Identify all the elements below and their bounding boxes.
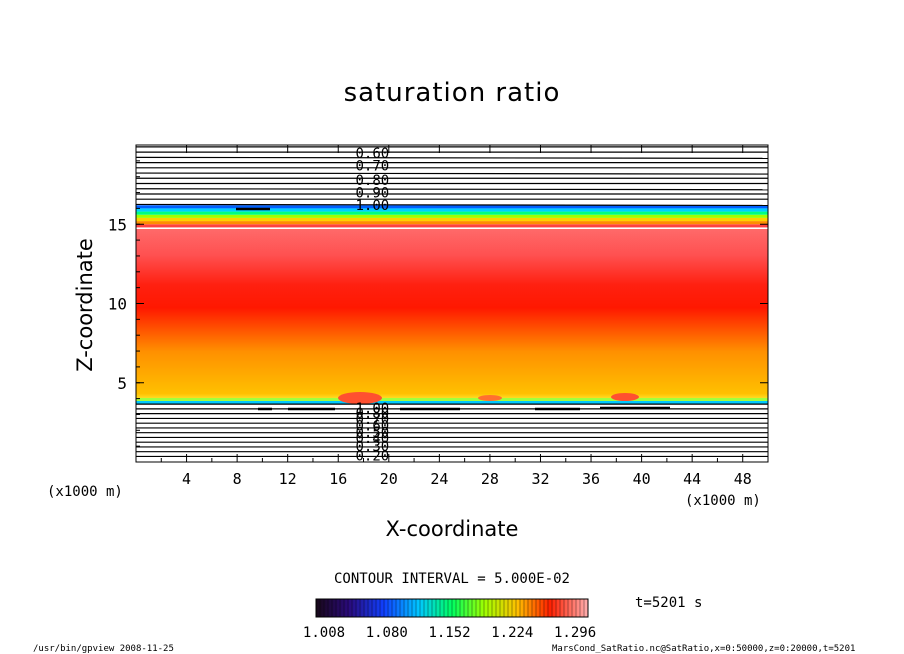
- upper-contour-label-1: 0.70: [356, 159, 390, 175]
- colorbar-label-2: 1.152: [428, 625, 470, 641]
- upper-band-1: [136, 221, 768, 225]
- lower-transition-green: [136, 398, 768, 401]
- upper-band-6: [136, 205, 768, 209]
- upper-band-3: [136, 214, 768, 218]
- lower-transition-cyan: [136, 401, 768, 404]
- x-tick-label-3: 16: [329, 470, 347, 488]
- colorbar-label-0: 1.008: [303, 625, 345, 641]
- x-tick-label-5: 24: [430, 470, 448, 488]
- y-axis: 5 10 15: [108, 160, 768, 447]
- upper-contour-lines: [136, 146, 768, 207]
- upper-band-5: [136, 208, 768, 212]
- upper-contour-3: [136, 188, 768, 191]
- upper-contour-0: [136, 203, 768, 207]
- upper-contour-label-0: 0.60: [356, 146, 390, 162]
- x-axis: 4 8 12 16 20 24 28 32 36 40 44 48: [160, 145, 752, 488]
- x-tick-label-7: 32: [531, 470, 549, 488]
- y-unit-label: (x1000 m): [47, 484, 123, 500]
- upper-contour-label-3: 0.90: [356, 186, 390, 202]
- upper-band-0: [136, 224, 768, 228]
- upper-contour-9: [136, 156, 768, 159]
- lower-contour-lines: [136, 403, 768, 458]
- time-label: t=5201 s: [635, 595, 702, 611]
- footer-left: /usr/bin/gpview 2008-11-25: [33, 644, 174, 654]
- colorbar-label-3: 1.224: [491, 625, 533, 641]
- upper-band-2: [136, 217, 768, 222]
- x-tick-label-6: 28: [481, 470, 499, 488]
- colorbar-label-1: 1.080: [366, 625, 408, 641]
- upper-contour-6: [136, 172, 768, 175]
- x-tick-label-4: 20: [380, 470, 398, 488]
- x-tick-label-2: 12: [279, 470, 297, 488]
- x-tick-label-9: 40: [633, 470, 651, 488]
- x-tick-label-8: 36: [582, 470, 600, 488]
- lower-contour-label-2: 0.70: [356, 412, 390, 428]
- y-tick-label-1: 10: [108, 295, 127, 314]
- x-tick-label-0: 4: [182, 470, 191, 488]
- upper-contour-label-2: 0.80: [356, 173, 390, 189]
- upper-contour-label-4: 1.00: [356, 198, 390, 214]
- bump-left: [338, 392, 382, 404]
- contour-blobs: [236, 207, 670, 411]
- lower-contour-label-3: 0.60: [356, 419, 390, 435]
- bump-middle: [478, 395, 502, 401]
- lower-contour-label-6: 0.30: [356, 439, 390, 455]
- x-axis-label: X-coordinate: [386, 517, 519, 541]
- x-tick-label-10: 44: [683, 470, 701, 488]
- lower-contour-label-5: 0.40: [356, 431, 390, 447]
- footer-right: MarsCond_SatRatio.nc@SatRatio,x=0:50000,…: [552, 644, 855, 654]
- upper-band-4: [136, 211, 768, 215]
- lower-contour-label-4: 0.50: [356, 425, 390, 441]
- x-unit-label: (x1000 m): [685, 493, 761, 509]
- lower-contour-label-0: 1.00: [356, 401, 390, 417]
- x-tick-label-1: 8: [233, 470, 242, 488]
- supersaturated-region: [136, 229, 768, 404]
- y-tick-label-2: 15: [108, 215, 127, 234]
- x-tick-label-11: 48: [734, 470, 752, 488]
- bump-right: [611, 393, 639, 401]
- colorbar-label-4: 1.296: [554, 625, 596, 641]
- chart-title: saturation ratio: [344, 78, 561, 108]
- lower-contour-label-1: 0.80: [356, 406, 390, 422]
- y-tick-label-0: 5: [117, 374, 127, 393]
- colorbar: [315, 598, 589, 618]
- upper-transition-bands: [136, 205, 768, 228]
- colorbar-labels: 1.008 1.080 1.152 1.224 1.296: [303, 625, 596, 641]
- y-axis-label: Z-coordinate: [73, 238, 97, 372]
- plot-area: 0.600.700.800.901.00 1.000.800.700.600.5…: [136, 145, 768, 462]
- colorbar-hatch: [319, 599, 585, 617]
- contour-interval: CONTOUR INTERVAL = 5.000E-02: [334, 571, 570, 587]
